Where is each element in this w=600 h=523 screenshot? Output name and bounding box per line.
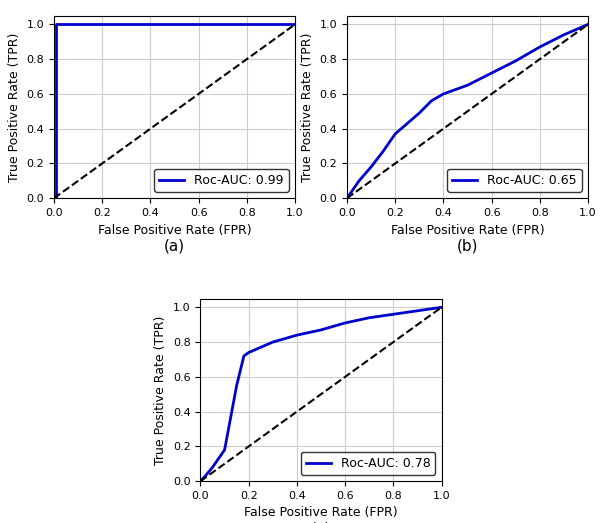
Roc-AUC: 0.78: (0.15, 0.55): 0.78: (0.15, 0.55) xyxy=(233,382,240,389)
Roc-AUC: 0.78: (0.7, 0.94): 0.78: (0.7, 0.94) xyxy=(365,315,373,321)
X-axis label: False Positive Rate (FPR): False Positive Rate (FPR) xyxy=(391,223,544,236)
Roc-AUC: 0.99: (0, 0): 0.99: (0, 0) xyxy=(50,195,58,201)
X-axis label: False Positive Rate (FPR): False Positive Rate (FPR) xyxy=(244,506,398,519)
Roc-AUC: 0.65: (0.2, 0.37): 0.65: (0.2, 0.37) xyxy=(392,131,399,137)
Roc-AUC: 0.99: (0.01, 0): 0.99: (0.01, 0) xyxy=(53,195,60,201)
Roc-AUC: 0.99: (1, 1): 0.99: (1, 1) xyxy=(292,21,299,28)
Roc-AUC: 0.65: (0.25, 0.43): 0.65: (0.25, 0.43) xyxy=(404,120,411,127)
Roc-AUC: 0.78: (1, 1): 0.78: (1, 1) xyxy=(438,304,445,311)
Roc-AUC: 0.65: (0, 0): 0.65: (0, 0) xyxy=(343,195,350,201)
X-axis label: False Positive Rate (FPR): False Positive Rate (FPR) xyxy=(98,223,251,236)
Roc-AUC: 0.78: (0.02, 0.03): 0.78: (0.02, 0.03) xyxy=(202,473,209,479)
Line: Roc-AUC: 0.65: Roc-AUC: 0.65 xyxy=(347,25,588,198)
Roc-AUC: 0.65: (1, 1): 0.65: (1, 1) xyxy=(584,21,592,28)
Roc-AUC: 0.78: (0.2, 0.74): 0.78: (0.2, 0.74) xyxy=(245,349,252,356)
Legend: Roc-AUC: 0.78: Roc-AUC: 0.78 xyxy=(301,452,435,475)
Roc-AUC: 0.65: (0.1, 0.18): 0.65: (0.1, 0.18) xyxy=(367,164,374,170)
Roc-AUC: 0.65: (0.35, 0.56): 0.65: (0.35, 0.56) xyxy=(428,98,435,104)
Roc-AUC: 0.78: (0.05, 0.08): 0.78: (0.05, 0.08) xyxy=(209,464,216,470)
Roc-AUC: 0.65: (0.8, 0.87): 0.65: (0.8, 0.87) xyxy=(536,44,544,50)
Text: (c): (c) xyxy=(311,521,331,523)
Roc-AUC: 0.65: (0.02, 0.04): 0.65: (0.02, 0.04) xyxy=(348,188,355,195)
Text: (b): (b) xyxy=(457,238,478,253)
Roc-AUC: 0.99: (0.01, 1): 0.99: (0.01, 1) xyxy=(53,21,60,28)
Legend: Roc-AUC: 0.65: Roc-AUC: 0.65 xyxy=(447,169,582,192)
Roc-AUC: 0.78: (0.3, 0.8): 0.78: (0.3, 0.8) xyxy=(269,339,277,345)
Roc-AUC: 0.65: (0.3, 0.49): 0.65: (0.3, 0.49) xyxy=(416,110,423,116)
Roc-AUC: 0.78: (0.5, 0.87): 0.78: (0.5, 0.87) xyxy=(317,327,325,333)
Roc-AUC: 0.65: (0.6, 0.72): 0.65: (0.6, 0.72) xyxy=(488,70,495,76)
Roc-AUC: 0.65: (0.5, 0.65): 0.65: (0.5, 0.65) xyxy=(464,82,471,88)
Roc-AUC: 0.65: (0.9, 0.94): 0.65: (0.9, 0.94) xyxy=(560,32,568,38)
Y-axis label: True Positive Rate (TPR): True Positive Rate (TPR) xyxy=(8,32,21,181)
Roc-AUC: 0.65: (0.05, 0.1): 0.65: (0.05, 0.1) xyxy=(355,178,362,184)
Roc-AUC: 0.78: (0.1, 0.18): 0.78: (0.1, 0.18) xyxy=(221,447,228,453)
Roc-AUC: 0.65: (0.15, 0.27): 0.65: (0.15, 0.27) xyxy=(380,148,387,154)
Legend: Roc-AUC: 0.99: Roc-AUC: 0.99 xyxy=(154,169,289,192)
Roc-AUC: 0.78: (0.9, 0.98): 0.78: (0.9, 0.98) xyxy=(414,308,421,314)
Roc-AUC: 0.78: (0.4, 0.84): 0.78: (0.4, 0.84) xyxy=(293,332,301,338)
Roc-AUC: 0.78: (0.8, 0.96): 0.78: (0.8, 0.96) xyxy=(390,311,397,317)
Roc-AUC: 0.65: (0.4, 0.6): 0.65: (0.4, 0.6) xyxy=(440,91,447,97)
Y-axis label: True Positive Rate (TPR): True Positive Rate (TPR) xyxy=(301,32,314,181)
Text: (a): (a) xyxy=(164,238,185,253)
Roc-AUC: 0.65: (0.7, 0.79): 0.65: (0.7, 0.79) xyxy=(512,58,519,64)
Roc-AUC: 0.78: (0.6, 0.91): 0.78: (0.6, 0.91) xyxy=(341,320,349,326)
Roc-AUC: 0.78: (0.18, 0.72): 0.78: (0.18, 0.72) xyxy=(240,353,247,359)
Roc-AUC: 0.78: (0, 0): 0.78: (0, 0) xyxy=(197,478,204,484)
Line: Roc-AUC: 0.99: Roc-AUC: 0.99 xyxy=(54,25,295,198)
Line: Roc-AUC: 0.78: Roc-AUC: 0.78 xyxy=(200,308,442,481)
Y-axis label: True Positive Rate (TPR): True Positive Rate (TPR) xyxy=(154,315,167,464)
